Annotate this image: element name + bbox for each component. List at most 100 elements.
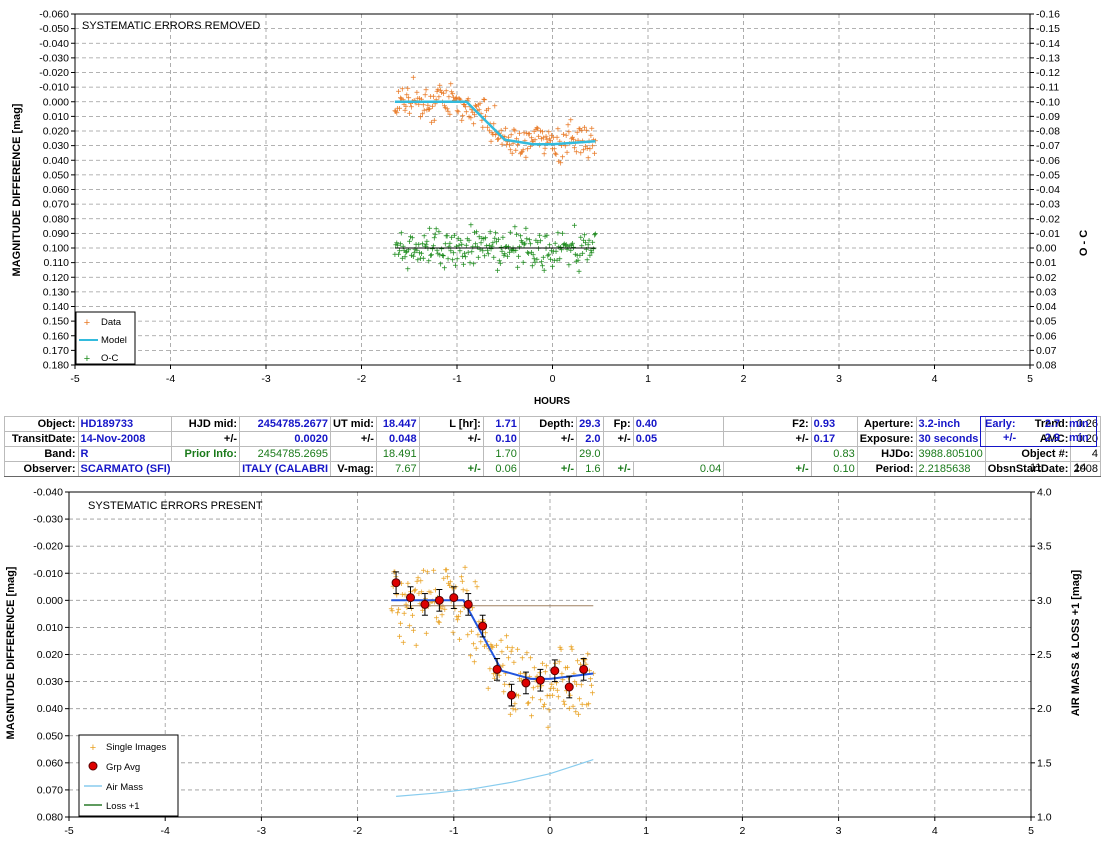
x-tick-label: -1 [449, 825, 458, 837]
single-image-point: + [573, 707, 579, 718]
data-point: + [585, 153, 591, 164]
single-image-point: + [436, 618, 442, 629]
y-tick-label: 0.020 [37, 649, 63, 661]
oc-point: + [478, 238, 484, 249]
oc-point: + [448, 247, 454, 258]
single-image-point: + [577, 695, 583, 706]
single-image-point: + [504, 631, 510, 642]
oc-point: + [419, 249, 425, 260]
top-y-axis-label: MAGNITUDE DIFFERENCE [mag] [11, 103, 23, 276]
info-band-label: Band: [4, 446, 79, 462]
single-image-point: + [465, 631, 471, 642]
oc-point: + [550, 247, 556, 258]
oc-point: + [577, 251, 583, 262]
data-point: + [550, 145, 556, 156]
oc-point: + [512, 222, 518, 233]
oc-point: + [425, 244, 431, 255]
single-image-point: + [567, 691, 573, 702]
data-point: + [408, 102, 414, 113]
data-point: + [517, 149, 523, 160]
oc-point: + [420, 254, 426, 265]
data-point: + [505, 138, 511, 149]
single-image-point: + [525, 699, 531, 710]
single-image-point: + [502, 680, 508, 691]
data-point: + [570, 133, 576, 144]
y2-tick-label: -0.01 [1036, 228, 1060, 240]
oc-point: + [421, 231, 427, 242]
single-image-point: + [555, 692, 561, 703]
oc-point: + [539, 261, 545, 272]
single-image-point: + [558, 645, 564, 656]
legend-oc-label: O-C [101, 353, 119, 364]
single-image-point: + [416, 589, 422, 600]
info-depth: 29.3 [576, 416, 604, 432]
single-image-point: + [485, 684, 491, 695]
y2-tick-label: -0.16 [1036, 9, 1060, 21]
data-point: + [533, 125, 539, 136]
y-tick-label: 0.010 [37, 622, 63, 634]
oc-point: + [582, 239, 588, 250]
oc-point: + [406, 245, 412, 256]
oc-point: + [511, 247, 517, 258]
y-tick-label: 0.030 [43, 140, 69, 152]
oc-point: + [454, 255, 460, 266]
y-tick-label: 0.060 [37, 757, 63, 769]
data-point: + [512, 127, 518, 138]
info-fp-err: 0.05 [632, 431, 725, 447]
single-image-point: + [512, 699, 518, 710]
y2-tick-label: -0.03 [1036, 199, 1060, 211]
oc-point: + [536, 244, 542, 255]
info-early-row: Early: 2.7 min [980, 416, 1097, 432]
data-point: + [414, 88, 420, 99]
single-image-point: + [575, 656, 581, 667]
info-obs-day: 14 [1074, 462, 1087, 474]
single-image-point: + [409, 604, 415, 615]
oc-point: + [428, 251, 434, 262]
oc-point: + [463, 253, 469, 264]
x-tick-label: 0 [550, 373, 556, 385]
legend-oc-marker: + [84, 353, 90, 365]
single-image-point: + [508, 647, 514, 658]
info-hjdmid-pm: +/- [171, 431, 241, 447]
data-point: + [474, 102, 480, 113]
oc-point: + [430, 241, 436, 252]
y2-tick-label: -0.12 [1036, 67, 1060, 79]
y-tick-label: -0.060 [39, 9, 69, 21]
legend-model-label: Model [101, 335, 127, 346]
single-image-point: + [423, 629, 429, 640]
data-point: + [567, 139, 573, 150]
data-point: + [551, 144, 557, 155]
oc-point: + [479, 234, 485, 245]
data-point: + [401, 100, 407, 111]
single-image-point: + [397, 632, 403, 643]
info-f2-err: 0.17 [810, 431, 858, 447]
data-point: + [402, 106, 408, 117]
info-trend: 0.26 [1070, 416, 1101, 432]
top-chart-title: SYSTEMATIC ERRORS REMOVED [82, 20, 260, 32]
data-point: + [543, 132, 549, 143]
single-image-point: + [561, 697, 567, 708]
oc-point: + [482, 252, 488, 263]
single-image-point: + [493, 669, 499, 680]
data-point: + [489, 128, 495, 139]
oc-point: + [500, 233, 506, 244]
oc-point: + [485, 250, 491, 261]
info-objnum-label: Object #: [984, 446, 1072, 462]
legend-grp-marker [88, 761, 98, 771]
single-image-point: + [546, 705, 552, 716]
y-tick-label: 0.150 [43, 316, 69, 328]
data-point: + [415, 94, 421, 105]
single-image-point: + [517, 675, 523, 686]
info-amc-label: AMC: [984, 431, 1072, 447]
model-line [394, 100, 596, 146]
single-image-point: + [399, 590, 405, 601]
data-point: + [477, 99, 483, 110]
data-point: + [488, 137, 494, 148]
single-image-point: + [405, 579, 411, 590]
data-point: + [444, 104, 450, 115]
oc-point: + [563, 240, 569, 251]
single-image-point: + [544, 692, 550, 703]
x-tick-label: -2 [353, 825, 362, 837]
oc-point: + [431, 234, 437, 245]
data-point: + [526, 130, 532, 141]
